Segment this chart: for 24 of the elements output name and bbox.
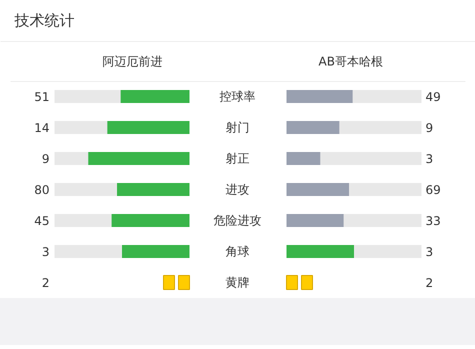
category-label: 角球 (226, 244, 250, 258)
data-label: 14 (34, 121, 50, 135)
data-label: 45 (34, 214, 50, 228)
category-label: 黄牌 (226, 276, 250, 290)
data-label: 9 (42, 152, 50, 166)
data-label: 3 (426, 245, 434, 259)
data-label: 3 (42, 245, 50, 259)
data-label: 9 (426, 121, 434, 135)
data-label: 80 (34, 183, 50, 197)
data-label: 51 (34, 90, 50, 104)
text: 技术统计 (14, 12, 74, 30)
category-label: 射正 (226, 152, 250, 166)
category-label: 进攻 (226, 182, 250, 196)
category-label: 控球率 (220, 90, 256, 104)
data-label: 2 (426, 276, 434, 290)
data-label: 33 (426, 214, 441, 228)
category-label: 射门 (226, 120, 250, 134)
data-label: 2 (42, 276, 50, 290)
text: 阿迈厄前进 (102, 54, 162, 68)
category-label: 危险进攻 (214, 214, 262, 228)
data-label: 49 (426, 90, 441, 104)
text: AB哥本哈根 (318, 54, 383, 68)
data-label: 69 (426, 183, 441, 197)
data-label: 3 (426, 152, 434, 166)
